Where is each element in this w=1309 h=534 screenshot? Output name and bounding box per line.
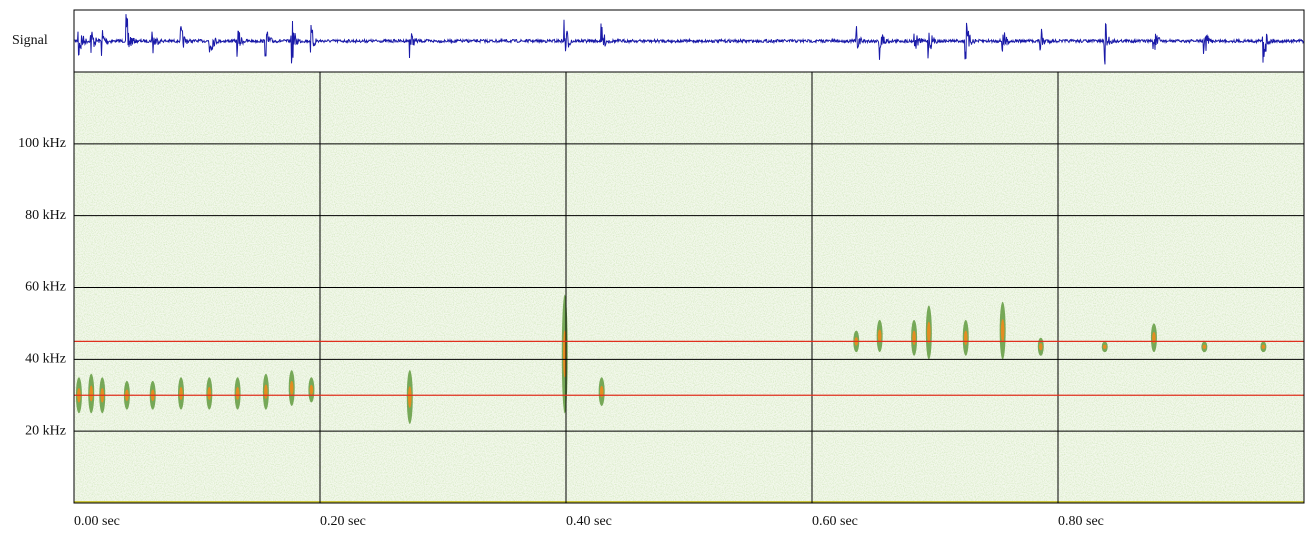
y-tick-label: 100 kHz [18, 136, 66, 151]
call-core [1152, 332, 1156, 344]
spectrogram-frame [73, 71, 1305, 504]
call-core [877, 329, 882, 343]
call-core [264, 384, 268, 399]
call-core [289, 380, 294, 396]
call-core [207, 386, 212, 400]
waveform [74, 14, 1304, 65]
call-core [235, 386, 240, 400]
x-tick-label: 0.80 sec [1058, 514, 1104, 529]
signal-label: Signal [12, 33, 48, 48]
y-tick-label: 80 kHz [25, 208, 66, 223]
call-core [1261, 344, 1266, 349]
call-core [179, 386, 183, 400]
y-tick-label: 20 kHz [25, 423, 66, 438]
call-core [1000, 319, 1005, 343]
x-tick-label: 0.60 sec [812, 514, 858, 529]
call-core [407, 386, 412, 408]
call-core [1038, 343, 1043, 351]
y-tick-label: 60 kHz [25, 280, 66, 295]
x-tick-label: 0.40 sec [566, 514, 612, 529]
call-core [927, 321, 931, 344]
call-core [599, 385, 604, 398]
x-tick-label: 0.00 sec [74, 514, 120, 529]
call-core [963, 330, 968, 345]
call-core [89, 385, 94, 402]
x-tick-label: 0.20 sec [320, 514, 366, 529]
call-core [1102, 344, 1107, 349]
call-core [912, 330, 916, 345]
call-core [309, 384, 314, 395]
y-tick-label: 40 kHz [25, 352, 66, 367]
call-core [1202, 344, 1207, 349]
